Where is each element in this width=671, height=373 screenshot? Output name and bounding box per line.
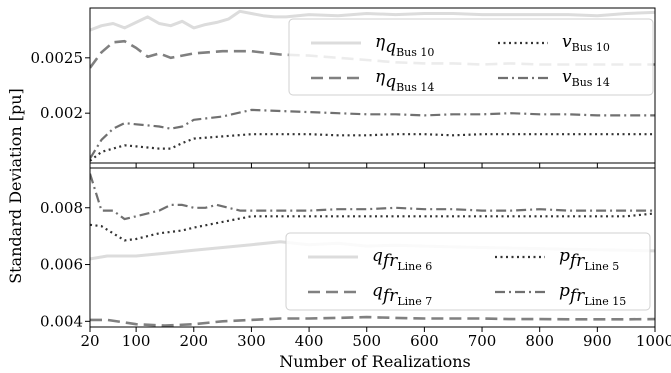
legend-box-top <box>288 18 654 96</box>
series-line-top-1 <box>90 133 655 162</box>
x-tick-label-5: 500 <box>352 332 381 350</box>
series-line-bottom-1 <box>90 212 655 242</box>
x-tick-label-0: 20 <box>80 332 99 350</box>
x-tick-label-9: 900 <box>583 332 612 350</box>
legend-box-bottom <box>285 232 651 311</box>
x-tick-label-7: 700 <box>468 332 497 350</box>
plot-frame-bottom <box>89 167 656 328</box>
x-tick-label-6: 600 <box>410 332 439 350</box>
x-tick-label-10: 1000 <box>636 332 671 350</box>
x-axis-title: Number of Realizations <box>279 352 471 371</box>
x-tick-label-1: 100 <box>122 332 151 350</box>
x-tick-label-3: 300 <box>237 332 266 350</box>
legend-label-top-1: vBus 10 <box>562 32 610 54</box>
y-tick-label-bottom-1: 0.006 <box>40 256 83 274</box>
legend-label-bottom-3: pfrLine 15 <box>559 281 626 308</box>
series-line-bottom-3 <box>90 173 655 221</box>
legend-bottom: qfrLine 6 pfrLine 5 qfrLine 7 pfrLine 15 <box>285 232 651 311</box>
legend-label-top-2: ηqBus 14 <box>375 67 434 94</box>
y-axis-title: Standard Deviation [pu] <box>6 88 25 284</box>
y-tick-label-bottom-2: 0.004 <box>40 312 83 330</box>
panel-top: 0.0025 0.002 ηqBus 10 vBus 10 ηqBus 14 vBus 1… <box>31 7 656 168</box>
legend-label-bottom-2: qfrLine 7 <box>372 281 432 308</box>
legend-label-top-0: ηqBus 10 <box>375 32 434 59</box>
legend-label-bottom-1: pfrLine 5 <box>559 246 619 273</box>
y-tick-label-bottom-0: 0.008 <box>40 199 83 217</box>
legend-label-top-3: vBus 14 <box>562 67 610 89</box>
x-tick-label-2: 200 <box>179 332 208 350</box>
series-line-top-3 <box>90 108 655 160</box>
y-tick-label-top-1: 0.002 <box>40 104 83 122</box>
x-tick-label-8: 800 <box>525 332 554 350</box>
legend-top: ηqBus 10 vBus 10 ηqBus 14 vBus 14 <box>288 18 654 96</box>
y-tick-label-top-0: 0.0025 <box>31 49 84 67</box>
series-line-top-0 <box>90 9 655 32</box>
legend-label-bottom-0: qfrLine 6 <box>372 246 432 273</box>
series-line-bottom-2 <box>90 315 655 327</box>
x-tick-label-4: 400 <box>295 332 324 350</box>
plot-frame-top <box>89 7 656 164</box>
